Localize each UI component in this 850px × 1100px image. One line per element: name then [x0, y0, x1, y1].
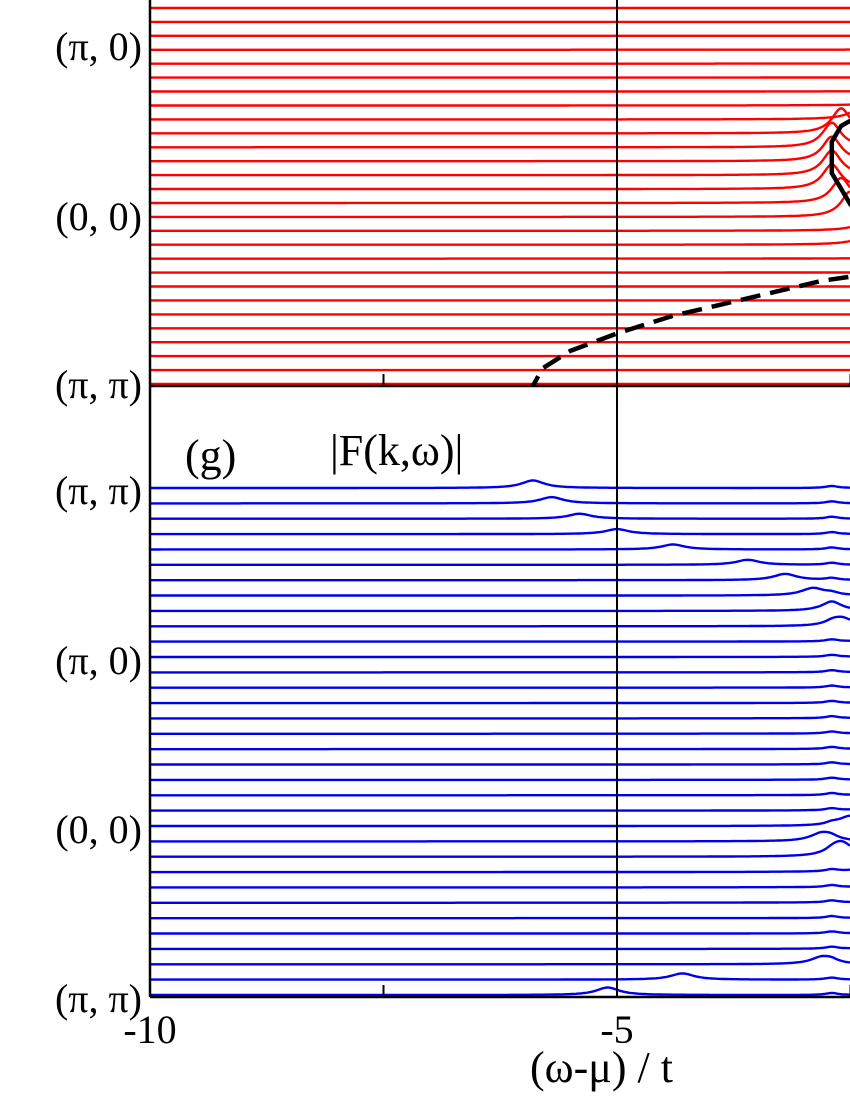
- lower-spectrum-trace: [150, 745, 850, 751]
- lower-spectrum-trace: [150, 972, 850, 981]
- panel-quantity-label: |F(k,ω)|: [330, 426, 463, 475]
- lower-spectrum-trace: [150, 883, 850, 889]
- lower-spectrum-trace: [150, 945, 850, 951]
- lower-spectrum-trace: [150, 714, 850, 720]
- band-curve-solid: [829, 118, 850, 207]
- lower-spectrum-trace: [150, 814, 850, 828]
- k-point-label: (π, 0): [55, 24, 142, 69]
- upper-panel: (π, 0) (0, 0) (π, π): [55, 0, 850, 407]
- upper-spectrum-trace: [150, 111, 850, 121]
- lower-spectrum-trace: [150, 495, 850, 505]
- k-point-label: (π, π): [55, 468, 142, 513]
- lower-spectrum-trace: [150, 776, 850, 782]
- lower-spectrum-trace: [150, 730, 850, 735]
- lower-spectrum-trace: [150, 615, 850, 628]
- lower-spectrum-trace: [150, 586, 850, 597]
- lower-spectrum-trace: [150, 806, 850, 812]
- upper-trace-group: [150, 6, 850, 386]
- k-point-label: (π, 0): [55, 638, 142, 683]
- lower-spectrum-trace: [150, 600, 850, 613]
- upper-spectrum-trace: [150, 190, 850, 219]
- lower-spectrum-trace: [150, 761, 850, 766]
- x-axis-label: (ω-μ) / t: [530, 1043, 673, 1092]
- x-tick-label: -5: [600, 1007, 633, 1052]
- k-point-label: (0, 0): [55, 194, 142, 239]
- k-point-label: (0, 0): [55, 807, 142, 852]
- lower-spectrum-trace: [150, 653, 850, 659]
- upper-k-labels: (π, 0) (0, 0) (π, π): [55, 24, 142, 407]
- lower-trace-group: [150, 479, 850, 997]
- lower-spectrum-trace: [150, 684, 850, 689]
- lower-spectrum-trace: [150, 899, 850, 904]
- x-tick-label: -10: [123, 1007, 176, 1052]
- lower-spectrum-trace: [150, 558, 850, 566]
- k-point-label: (π, π): [55, 362, 142, 407]
- lower-spectrum-trace: [150, 668, 850, 674]
- lower-spectrum-trace: [150, 930, 850, 935]
- lower-spectrum-trace: [150, 699, 850, 705]
- lower-spectrum-trace: [150, 986, 850, 997]
- lower-k-labels: (π, π) (π, 0) (0, 0) (π, π): [55, 468, 142, 1021]
- upper-spectrum-trace: [150, 121, 850, 149]
- lower-spectrum-trace: [150, 572, 850, 582]
- upper-spectrum-trace: [150, 103, 850, 107]
- upper-spectrum-trace: [150, 176, 850, 205]
- lower-spectrum-trace: [150, 638, 850, 643]
- lower-spectrum-trace: [150, 543, 850, 551]
- lower-spectrum-trace: [150, 914, 850, 920]
- band-curve-dashed: [530, 274, 850, 388]
- upper-spectrum-trace: [150, 107, 850, 135]
- upper-spectrum-trace: [150, 135, 850, 163]
- k-point-label: (π, π): [55, 976, 142, 1021]
- lower-spectrum-trace: [150, 479, 850, 490]
- upper-band-curves: [530, 118, 850, 388]
- upper-spectrum-trace: [150, 149, 850, 177]
- lower-spectrum-trace: [150, 954, 850, 966]
- upper-x-ticks: [149, 374, 850, 386]
- panel-tag-g: (g): [185, 431, 236, 480]
- lower-panel: (g) |F(k,ω)| -10-505 (π, π)(π, 0)(0, 0)(…: [55, 386, 850, 1092]
- upper-spectrum-trace: [150, 239, 850, 246]
- upper-spectrum-trace: [150, 163, 850, 191]
- lower-x-ticks: [149, 985, 850, 997]
- lower-spectrum-trace: [150, 867, 850, 874]
- upper-spectrum-trace: [150, 226, 850, 232]
- lower-spectrum-trace: [150, 830, 850, 843]
- lower-spectrum-trace: [150, 791, 850, 797]
- lower-spectrum-trace: [150, 512, 850, 520]
- lower-spectrum-trace: [150, 527, 850, 536]
- lower-spectrum-trace: [150, 839, 850, 858]
- lower-x-tick-labels: -10-505: [123, 1007, 633, 1052]
